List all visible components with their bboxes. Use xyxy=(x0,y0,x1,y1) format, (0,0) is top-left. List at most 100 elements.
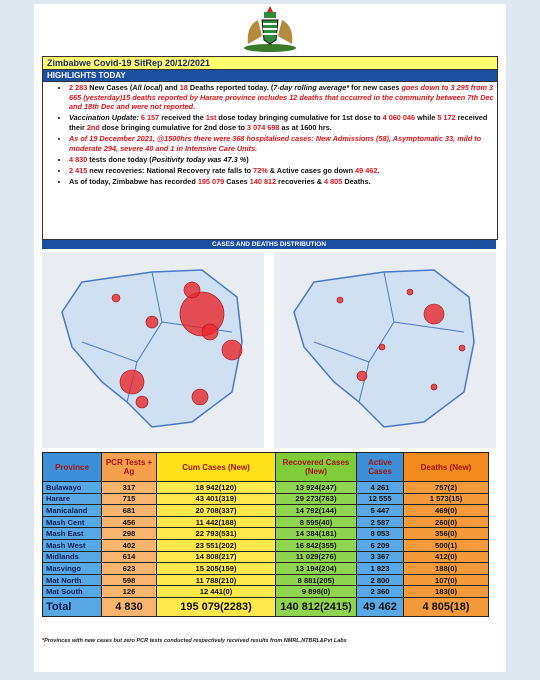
highlight-text: Cases xyxy=(224,176,250,186)
footnote: *Provinces with new cases but zero PCR t… xyxy=(42,638,347,644)
cell: 107(0) xyxy=(403,573,489,587)
cell: Bulawayo xyxy=(42,481,102,494)
cell: 11 788(210) xyxy=(156,573,276,587)
highlight-text: 140 812 xyxy=(249,176,277,186)
row: Manicaland 681 20 708(337) 14 792(144) 5 447… xyxy=(42,504,489,517)
cell: 715 xyxy=(101,492,157,506)
highlight: As of 19 December 2021, @1500hrs there w… xyxy=(69,134,497,153)
cell: 402 xyxy=(101,538,157,552)
maps xyxy=(42,252,496,448)
cell: 6 209 xyxy=(356,538,404,552)
cell: 5 447 xyxy=(356,504,404,517)
cell: 49 462 xyxy=(356,596,404,617)
cell: 15 205(159) xyxy=(156,562,276,575)
cell: 9 898(0) xyxy=(275,585,357,598)
cell: 183(0) xyxy=(403,585,489,598)
cell: 757(2) xyxy=(403,481,489,494)
cell: Midlands xyxy=(42,550,102,564)
highlight-text: 72% xyxy=(253,165,268,175)
cell: 1 823 xyxy=(356,562,404,575)
cell: 16 842(355) xyxy=(275,538,357,552)
title: Zimbabwe Covid-19 SitRep 20/12/2021 xyxy=(42,56,498,70)
cell: Mash East xyxy=(42,527,102,540)
cell: 14 808(217) xyxy=(156,550,276,564)
cell: 598 xyxy=(101,573,157,587)
cell: 14 384(181) xyxy=(275,527,357,540)
cell: Mash Cent xyxy=(42,515,102,529)
highlight-text: New Cases ( xyxy=(87,83,133,92)
highlight-text: 1st xyxy=(205,113,217,123)
cell: 500(1) xyxy=(403,538,489,552)
column-header: Deaths (New) xyxy=(403,452,489,482)
cell: 2 587 xyxy=(356,515,404,529)
column-header: Cum Cases (New) xyxy=(156,452,276,482)
cell: Mat North xyxy=(42,573,102,587)
highlight-text: As of today, Zimbabwe has recorded xyxy=(69,176,198,186)
cell: 8 881(205) xyxy=(275,573,357,587)
row: Mash West 402 23 551(202) 16 842(355) 6 209 5… xyxy=(42,538,489,552)
column-header: Recovered Cases (New) xyxy=(275,452,357,482)
cell: 29 273(763) xyxy=(275,492,357,506)
highlight-text: dose today bringing cumulative for 1st d… xyxy=(216,113,383,123)
cell: 20 708(337) xyxy=(156,504,276,517)
row: Bulawayo 317 18 942(120) 13 924(247) 4 261 75… xyxy=(42,481,489,494)
cell: 12 555 xyxy=(356,492,404,506)
highlight-text: 3 074 698 xyxy=(247,122,280,132)
cell: 469(0) xyxy=(403,504,489,517)
cell: 2 360 xyxy=(356,585,404,598)
highlight-text: Deaths reported today. ( xyxy=(187,83,274,92)
cell: 2 800 xyxy=(356,573,404,587)
cell: Total xyxy=(42,596,102,617)
cell: 4 805(18) xyxy=(403,596,489,617)
highlight-text: received the xyxy=(159,113,206,123)
total-row: Total 4 830 195 079(2283) 140 812(2415) 49 4… xyxy=(42,596,489,617)
cell: 11 442(188) xyxy=(156,515,276,529)
cell: 22 793(531) xyxy=(156,527,276,540)
highlight-text: Deaths. xyxy=(342,176,371,186)
cell: 23 551(202) xyxy=(156,538,276,552)
cell: 13 194(204) xyxy=(275,562,357,575)
row: Masvingo 623 15 205(159) 13 194(204) 1 823 18… xyxy=(42,562,489,575)
cell: 1 573(15) xyxy=(403,492,489,506)
cell: 681 xyxy=(101,504,157,517)
coat-of-arms xyxy=(244,6,296,52)
cell: 614 xyxy=(101,550,157,564)
row: Mat South 126 12 441(0) 9 898(0) 2 360 183(0) xyxy=(42,585,489,598)
highlight-text: new recoveries: National Recovery rate f… xyxy=(87,165,254,175)
cell: Harare xyxy=(42,492,102,506)
highlight-text: All local xyxy=(132,83,161,92)
cell: 12 441(0) xyxy=(156,585,276,598)
highlight-text: 49 462 xyxy=(355,165,378,175)
row: Mat North 598 11 788(210) 8 881(205) 2 800 10… xyxy=(42,573,489,587)
highlight-text: received their xyxy=(69,113,488,132)
cell: 11 029(276) xyxy=(275,550,357,564)
highlight: 2 415 new recoveries: National Recovery … xyxy=(69,166,497,176)
cell: 298 xyxy=(101,527,157,540)
cell: 126 xyxy=(101,585,157,598)
highlight-text: goes down to 3 295 from 3 665 (yesterday… xyxy=(69,83,494,112)
cell: 3 367 xyxy=(356,550,404,564)
highlight-text: Vaccination Update: xyxy=(69,113,141,123)
cell: 188(0) xyxy=(403,562,489,575)
highlight-text: while xyxy=(415,113,438,123)
cell: 8 595(40) xyxy=(275,515,357,529)
highlight: 2 283 New Cases (All local) and 18 Death… xyxy=(69,83,497,112)
highlight-text: tests done today ( xyxy=(87,154,152,164)
cell: 412(0) xyxy=(403,550,489,564)
highlight-text: as at 1600 hrs. xyxy=(279,122,332,132)
highlight-text: 2nd xyxy=(86,122,100,132)
highlight-text: ) xyxy=(246,154,249,164)
cell: Mash West xyxy=(42,538,102,552)
highlight-text: 7-day rolling average* xyxy=(273,83,350,92)
highlight-text: & Active cases go down xyxy=(267,165,356,175)
highlight-text: 4 060 046 xyxy=(382,113,416,123)
cell: Mat South xyxy=(42,585,102,598)
cell: 18 942(120) xyxy=(156,481,276,494)
cell: 4 830 xyxy=(101,596,157,617)
highlight-text: . xyxy=(377,165,380,175)
column-header: Active Cases xyxy=(356,452,404,482)
highlight-text: 4 805 xyxy=(324,176,343,186)
highlight: As of today, Zimbabwe has recorded 195 0… xyxy=(69,177,497,187)
cell: 356(0) xyxy=(403,527,489,540)
